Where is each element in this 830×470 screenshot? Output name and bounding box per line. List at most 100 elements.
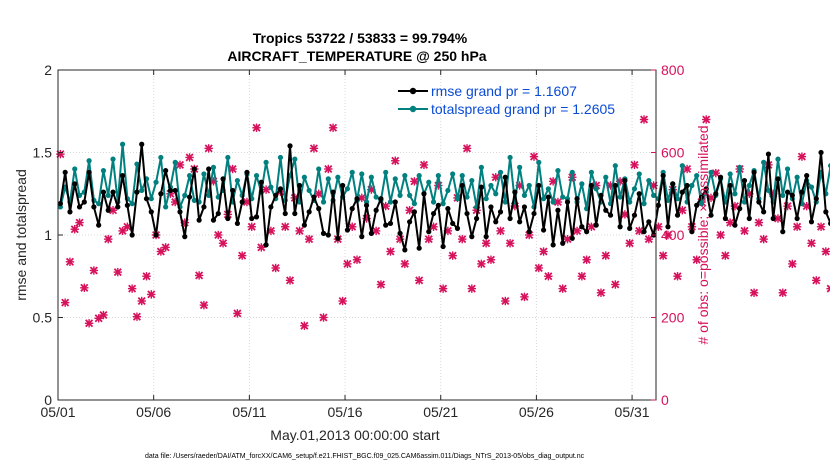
obs-count-marker <box>716 230 725 240</box>
rmse-point <box>220 176 226 182</box>
obs-count-marker <box>218 239 228 248</box>
obs-count-marker <box>544 272 553 281</box>
obs-count-marker <box>94 314 103 323</box>
totalspread-point <box>603 174 609 180</box>
rmse-point <box>163 168 169 174</box>
rmse-point <box>770 215 776 222</box>
obs-count-marker <box>424 234 433 244</box>
obs-count-marker <box>529 152 539 161</box>
totalspread-point <box>263 159 269 165</box>
obs-count-marker <box>271 263 280 273</box>
obs-count-marker <box>137 296 146 306</box>
totalspread-point <box>646 177 652 184</box>
rmse-layer <box>57 141 830 253</box>
rmse-point <box>363 202 370 208</box>
rmse-point <box>483 234 489 240</box>
rmse-point <box>584 229 590 235</box>
plot-area <box>58 70 656 400</box>
totalspread-point <box>741 199 748 205</box>
rmse-point <box>727 182 733 189</box>
totalspread-point <box>698 201 705 207</box>
rmse-point <box>517 219 523 225</box>
rmse-point <box>746 215 752 222</box>
rmse-point <box>306 209 312 215</box>
obs-count-marker <box>816 222 826 231</box>
rmse-point <box>105 207 111 213</box>
rmse-point <box>751 169 757 175</box>
rmse-point <box>823 209 829 215</box>
totalspread-point <box>402 173 408 179</box>
totalspread-point <box>201 171 207 177</box>
obs-count-marker <box>304 234 314 244</box>
rmse-point <box>627 225 633 231</box>
rmse-point <box>612 182 618 189</box>
legend: rmse grand pr = 1.1607 totalspread grand… <box>398 83 615 117</box>
obs-count-marker <box>721 251 730 260</box>
obs-count-marker <box>534 263 543 273</box>
rmse-point <box>359 234 365 240</box>
rmse-point <box>588 182 595 189</box>
rmse-point <box>469 234 475 240</box>
totalspread-point <box>708 169 714 175</box>
totalspread-point <box>206 192 212 198</box>
obs-count-marker <box>788 259 797 269</box>
totalspread-point <box>588 169 595 175</box>
obs-count-marker <box>462 144 472 153</box>
totalspread-point <box>349 169 355 175</box>
totalspread-point <box>320 199 327 205</box>
totalspread-point <box>617 194 623 200</box>
y-right-tick-label: 800 <box>661 62 685 78</box>
obs-count-marker <box>75 218 84 227</box>
rmse-point <box>617 224 623 230</box>
obs-count-marker <box>539 247 548 256</box>
obs-count-marker <box>754 218 764 227</box>
rmse-point <box>210 217 217 223</box>
totalspread-point <box>172 159 178 165</box>
rmse-point <box>402 247 408 253</box>
x-tick-label: 05/26 <box>519 404 554 420</box>
rmse-point <box>273 192 279 198</box>
rmse-point <box>196 217 202 223</box>
rmse-point <box>804 173 810 179</box>
totalspread-point <box>182 192 188 198</box>
rmse-point <box>493 219 499 225</box>
spread-layer <box>57 141 830 212</box>
rmse-point <box>225 215 231 222</box>
rmse-point <box>201 204 207 210</box>
totalspread-point <box>737 164 743 170</box>
obs-count-marker <box>496 226 505 236</box>
rmse-point <box>435 202 441 208</box>
rmse-point <box>392 199 398 205</box>
totalspread-point <box>105 192 111 198</box>
obs-count-marker <box>702 115 711 124</box>
rmse-point <box>502 174 508 180</box>
totalspread-point <box>277 154 284 161</box>
totalspread-point <box>234 177 240 184</box>
obs-count-marker <box>438 284 448 293</box>
rmse-point <box>560 240 566 246</box>
x-tick-label: 05/01 <box>40 404 75 420</box>
totalspread-point <box>134 161 140 167</box>
totalspread-point <box>459 173 465 179</box>
rmse-point <box>440 243 446 250</box>
obs-count-marker <box>214 230 223 240</box>
obs-marker-stroke-a <box>826 284 830 290</box>
obs-count-marker <box>644 234 654 244</box>
obs-count-marker <box>639 115 649 124</box>
totalspread-point <box>612 163 618 169</box>
totalspread-point <box>72 166 78 172</box>
obs-count-marker <box>778 288 787 297</box>
totalspread-point <box>579 181 585 187</box>
rmse-point <box>526 229 532 235</box>
rmse-point <box>698 194 705 200</box>
obs-count-marker <box>352 255 362 264</box>
totalspread-point <box>560 194 566 200</box>
rmse-point <box>708 212 714 218</box>
totalspread-point <box>407 192 413 198</box>
rmse-point <box>296 182 303 189</box>
totalspread-point <box>100 168 107 174</box>
rmse-point <box>378 196 384 202</box>
obs-count-marker <box>80 283 89 292</box>
rmse-point <box>574 196 580 202</box>
totalspread-point <box>158 154 164 161</box>
